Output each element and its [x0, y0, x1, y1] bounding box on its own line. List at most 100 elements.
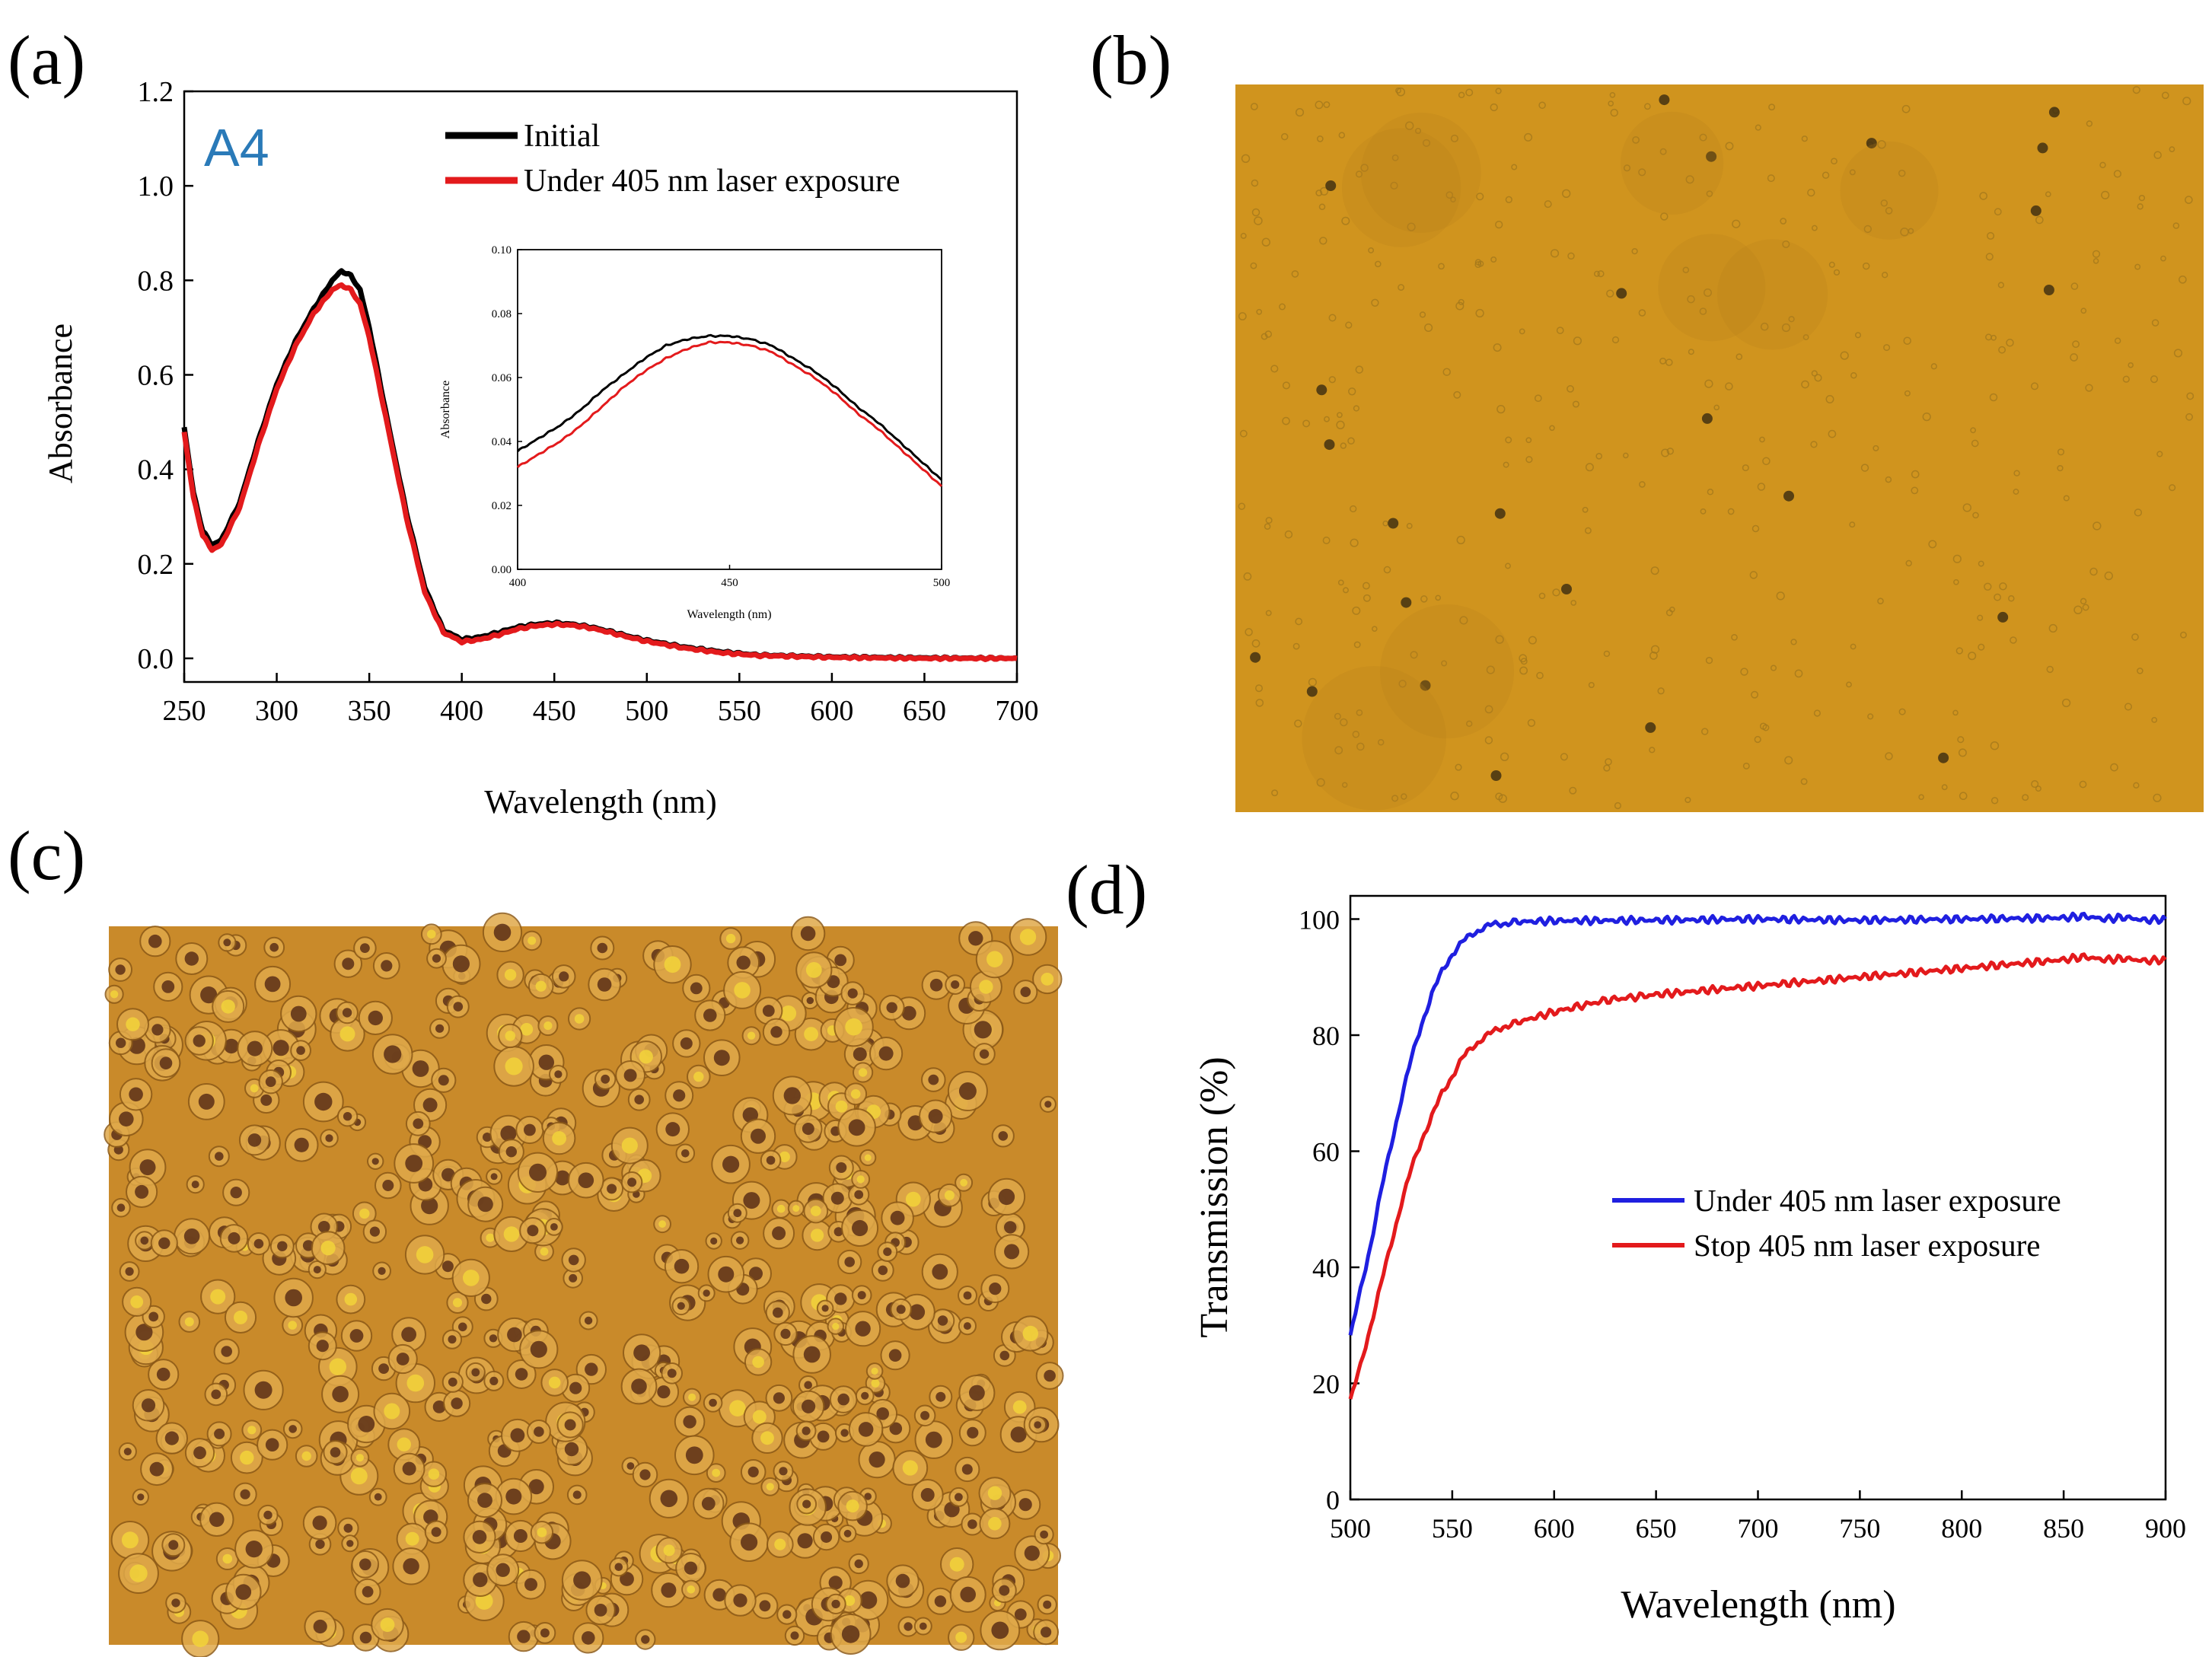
droplet: [1340, 442, 1347, 449]
droplet: [1251, 639, 1261, 648]
droplet-core: [729, 1400, 746, 1416]
droplet-core: [149, 1461, 164, 1477]
droplet-core: [381, 960, 393, 972]
droplet: [1645, 722, 1656, 733]
inset-xtick-label: 450: [721, 577, 738, 589]
droplet: [1810, 441, 1818, 448]
droplet-core: [713, 1050, 730, 1066]
droplet-core: [209, 1512, 225, 1528]
droplet-core: [979, 980, 993, 994]
droplet: [2057, 464, 2064, 472]
droplet-core: [1043, 1600, 1052, 1609]
droplet-core: [538, 1054, 554, 1070]
droplet-core: [703, 1289, 710, 1297]
droplet-core: [709, 1398, 717, 1407]
droplet: [1800, 778, 1808, 785]
droplet-core: [633, 1344, 650, 1362]
droplet: [2006, 339, 2014, 347]
droplet: [1780, 218, 1787, 225]
droplet: [1603, 650, 1611, 658]
droplet-core: [477, 1493, 492, 1508]
droplet: [2031, 382, 2038, 390]
chart-d-series: [1348, 911, 2167, 1400]
droplet: [1707, 489, 1714, 496]
droplet: [1494, 508, 1506, 519]
droplet-core: [857, 1291, 866, 1300]
droplet-core: [452, 955, 470, 973]
chart-d-ytick-label: 80: [1312, 1021, 1340, 1051]
droplet: [1308, 677, 1317, 687]
droplet: [1455, 763, 1462, 771]
droplet-core: [315, 1539, 325, 1550]
droplet-core: [888, 1349, 902, 1362]
droplet: [1754, 735, 1761, 744]
droplet: [2169, 146, 2175, 152]
droplet-core: [378, 1267, 386, 1275]
droplet: [2013, 489, 2019, 495]
droplet: [1498, 794, 1507, 803]
droplet: [1524, 132, 1533, 142]
chart-a-inset: 400 450 500 0.00 0.02 0.04 0.06 0.08 0.10 Wavele…: [439, 244, 950, 621]
droplet-core: [969, 1385, 985, 1401]
chart-a-ytick-label: 0.8: [138, 265, 174, 297]
chart-d-xtick-label: 650: [1636, 1513, 1677, 1544]
chart-a-xtick-label: 700: [996, 695, 1039, 727]
droplet: [1519, 328, 1525, 335]
droplet: [1649, 747, 1656, 754]
droplet: [1401, 597, 1412, 608]
droplet: [1666, 448, 1674, 455]
droplet-core: [413, 1118, 424, 1130]
chart-d-xlabel: Wavelength (nm): [1621, 1583, 1895, 1627]
droplet-core: [631, 1378, 647, 1394]
droplet-core: [869, 1451, 885, 1468]
droplet: [1544, 200, 1552, 209]
droplet: [1377, 738, 1385, 746]
droplet-core: [681, 1149, 690, 1158]
droplet: [1352, 606, 1361, 615]
droplet: [1280, 132, 1289, 141]
droplet: [1784, 756, 1793, 765]
droplet-core: [405, 1531, 419, 1546]
droplet: [1322, 537, 1331, 544]
droplet-core: [751, 1128, 766, 1144]
droplet-core: [1041, 973, 1054, 986]
droplet-core: [221, 999, 235, 1014]
droplet: [1985, 333, 1992, 341]
droplet-core: [524, 1123, 536, 1136]
droplet-core: [1044, 1369, 1056, 1382]
droplet-core: [472, 1530, 487, 1544]
droplet: [1650, 566, 1659, 575]
droplet-core: [513, 1529, 528, 1543]
droplet: [1999, 582, 2007, 591]
droplet-core: [350, 1467, 368, 1485]
droplet: [1903, 336, 1911, 345]
droplet-core: [116, 1203, 126, 1212]
droplet: [1603, 764, 1611, 772]
droplet-core: [802, 1399, 816, 1413]
droplet: [1632, 135, 1640, 144]
droplet-core: [228, 1232, 241, 1244]
chart-d-ytick-label: 100: [1299, 905, 1340, 935]
droplet-core: [161, 980, 175, 993]
droplet-core: [974, 1021, 992, 1039]
droplet: [2173, 349, 2183, 358]
droplet-core: [944, 1190, 955, 1200]
droplet-core: [961, 1464, 973, 1475]
droplet-core: [641, 1635, 650, 1644]
droplet-core: [963, 1291, 972, 1300]
chart-d-xtick-label: 750: [1839, 1513, 1880, 1544]
droplet: [1265, 517, 1273, 524]
droplet-core: [515, 1368, 528, 1381]
droplet: [1742, 762, 1750, 770]
droplet-core: [657, 1385, 671, 1399]
droplet: [1762, 457, 1771, 466]
droplet-core: [909, 1304, 926, 1321]
droplet-core: [790, 1631, 799, 1640]
droplet-core: [110, 990, 119, 999]
droplet: [1928, 540, 1937, 549]
droplet: [2185, 196, 2193, 204]
droplet-core: [313, 1619, 327, 1634]
chart-a-xtick-label: 250: [163, 695, 206, 727]
droplet: [1476, 193, 1484, 201]
